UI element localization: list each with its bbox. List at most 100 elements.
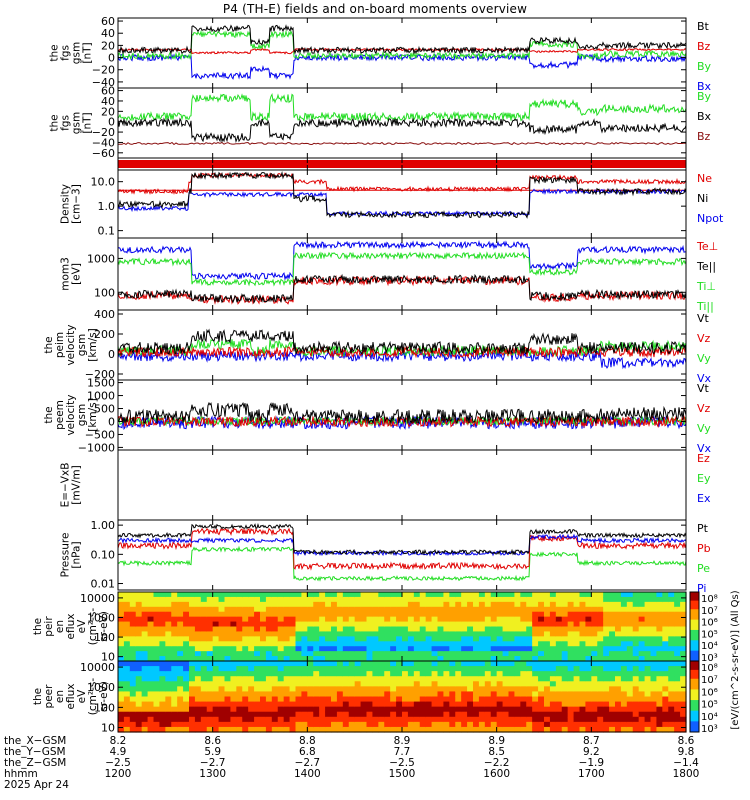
y-tick-label: −500 — [85, 428, 115, 441]
spectrogram-cell-9 — [301, 626, 308, 633]
spectrogram-cell-10 — [567, 686, 575, 693]
spectrogram-cell-10 — [461, 671, 468, 677]
spectrogram-cell-10 — [242, 666, 249, 672]
spectrogram-cell-9 — [544, 621, 551, 628]
spectrogram-cell-10 — [396, 681, 403, 687]
spectrogram-cell-9 — [407, 592, 415, 598]
spectrogram-cell-10 — [591, 696, 598, 703]
spectrogram-cell-9 — [360, 656, 368, 662]
spectrogram-cell-10 — [366, 686, 374, 693]
spectrogram-cell-10 — [295, 671, 303, 677]
spectrogram-cell-10 — [597, 706, 604, 713]
spectrogram-cell-9 — [118, 626, 125, 633]
spectrogram-cell-9 — [650, 611, 658, 618]
spectrogram-cell-9 — [609, 616, 616, 623]
spectrogram-cell-9 — [396, 611, 403, 618]
spectrogram-cell-9 — [171, 646, 178, 652]
spectrogram-cell-9 — [378, 651, 385, 657]
spectrogram-cell-10 — [496, 681, 504, 687]
spectrogram-cell-10 — [159, 706, 166, 713]
spectrogram-cell-10 — [615, 726, 622, 733]
spectrogram-cell-9 — [579, 621, 587, 628]
spectrogram-cell-9 — [591, 601, 598, 608]
colorbar-tick: 10⁷ — [701, 675, 718, 686]
spectrogram-cell-9 — [360, 596, 368, 603]
spectrogram-cell-9 — [271, 601, 279, 608]
y-axis-label: E=−VxB — [60, 463, 72, 508]
spectrogram-cell-10 — [177, 726, 184, 733]
spectrogram-cell-9 — [277, 656, 285, 662]
spectrogram-cell-9 — [153, 592, 161, 598]
spectrogram-cell-9 — [118, 606, 125, 613]
spectrogram-cell-10 — [171, 666, 178, 672]
spectrogram-cell-9 — [236, 616, 243, 623]
spectrogram-cell-10 — [490, 686, 498, 693]
spectrogram-cell-10 — [242, 696, 249, 703]
spectrogram-cell-9 — [171, 621, 178, 628]
spectrogram-cell-9 — [573, 611, 581, 618]
spectrogram-cell-10 — [402, 711, 409, 718]
colorbar-cell — [690, 609, 699, 612]
spectrogram-cell-10 — [437, 686, 445, 693]
spectrogram-cell-10 — [467, 726, 474, 733]
spectrogram-cell-10 — [153, 716, 161, 723]
spectrogram-cell-9 — [390, 651, 397, 657]
spectrogram-cell-9 — [632, 651, 640, 657]
spectrogram-cell-10 — [189, 671, 196, 677]
spectrogram-cell-9 — [265, 601, 273, 608]
spectrogram-cell-10 — [354, 696, 362, 703]
spectrogram-cell-10 — [461, 691, 468, 698]
spectrogram-cell-9 — [242, 636, 249, 642]
footer-value: 1600 — [483, 768, 510, 780]
spectrogram-cell-9 — [496, 636, 504, 642]
spectrogram-cell-9 — [437, 621, 445, 628]
spectrogram-cell-9 — [319, 621, 326, 628]
spectrogram-cell-10 — [443, 676, 450, 682]
spectrogram-cell-9 — [307, 596, 314, 603]
spectrogram-cell-10 — [301, 686, 308, 693]
spectrogram-cell-9 — [242, 601, 249, 608]
spectrogram-cell-10 — [632, 686, 640, 693]
spectrogram-cell-10 — [396, 711, 403, 718]
spectrogram-cell-9 — [123, 626, 131, 633]
y-axis-label: [nPa] — [71, 541, 83, 568]
spectrogram-cell-9 — [390, 631, 397, 637]
spectrogram-cell-10 — [224, 661, 232, 667]
spectrogram-cell-9 — [289, 616, 297, 623]
spectrogram-cell-10 — [413, 716, 421, 723]
spectrogram-cell-9 — [520, 636, 527, 642]
spectrogram-cell-9 — [425, 611, 433, 618]
spectrogram-cell-9 — [283, 646, 291, 652]
spectrogram-cell-10 — [626, 726, 634, 733]
spectrogram-cell-9 — [597, 626, 604, 633]
spectrogram-cell-10 — [248, 671, 255, 677]
spectrogram-cell-10 — [242, 716, 249, 723]
spectrogram-cell-10 — [644, 681, 652, 687]
y-axis-label: [eV] — [71, 263, 83, 285]
spectrogram-cell-10 — [431, 681, 439, 687]
spectrogram-cell-10 — [295, 706, 303, 713]
spectrogram-cell-9 — [165, 641, 172, 647]
spectrogram-cell-10 — [366, 716, 374, 723]
spectrogram-cell-10 — [135, 721, 143, 728]
spectrogram-cell-10 — [260, 721, 267, 728]
spectrogram-cell-9 — [265, 606, 273, 613]
spectrogram-cell-10 — [526, 676, 533, 682]
spectrogram-cell-9 — [189, 641, 196, 647]
spectrogram-cell-9 — [177, 646, 184, 652]
spectrogram-cell-9 — [159, 621, 166, 628]
spectrogram-cell-9 — [437, 611, 445, 618]
spectrogram-cell-10 — [236, 661, 243, 667]
series-bt — [117, 24, 687, 55]
spectrogram-cell-10 — [360, 706, 368, 713]
spectrogram-cell-9 — [431, 606, 439, 613]
spectrogram-cell-9 — [354, 592, 362, 598]
spectrogram-cell-9 — [455, 611, 462, 618]
spectrogram-cell-9 — [135, 626, 143, 633]
spectrogram-cell-10 — [177, 721, 184, 728]
spectrogram-cell-10 — [443, 661, 450, 667]
spectrogram-cell-10 — [212, 661, 220, 667]
spectrogram-cell-9 — [295, 641, 303, 647]
spectrogram-cell-9 — [620, 651, 628, 657]
spectrogram-cell-9 — [301, 611, 308, 618]
